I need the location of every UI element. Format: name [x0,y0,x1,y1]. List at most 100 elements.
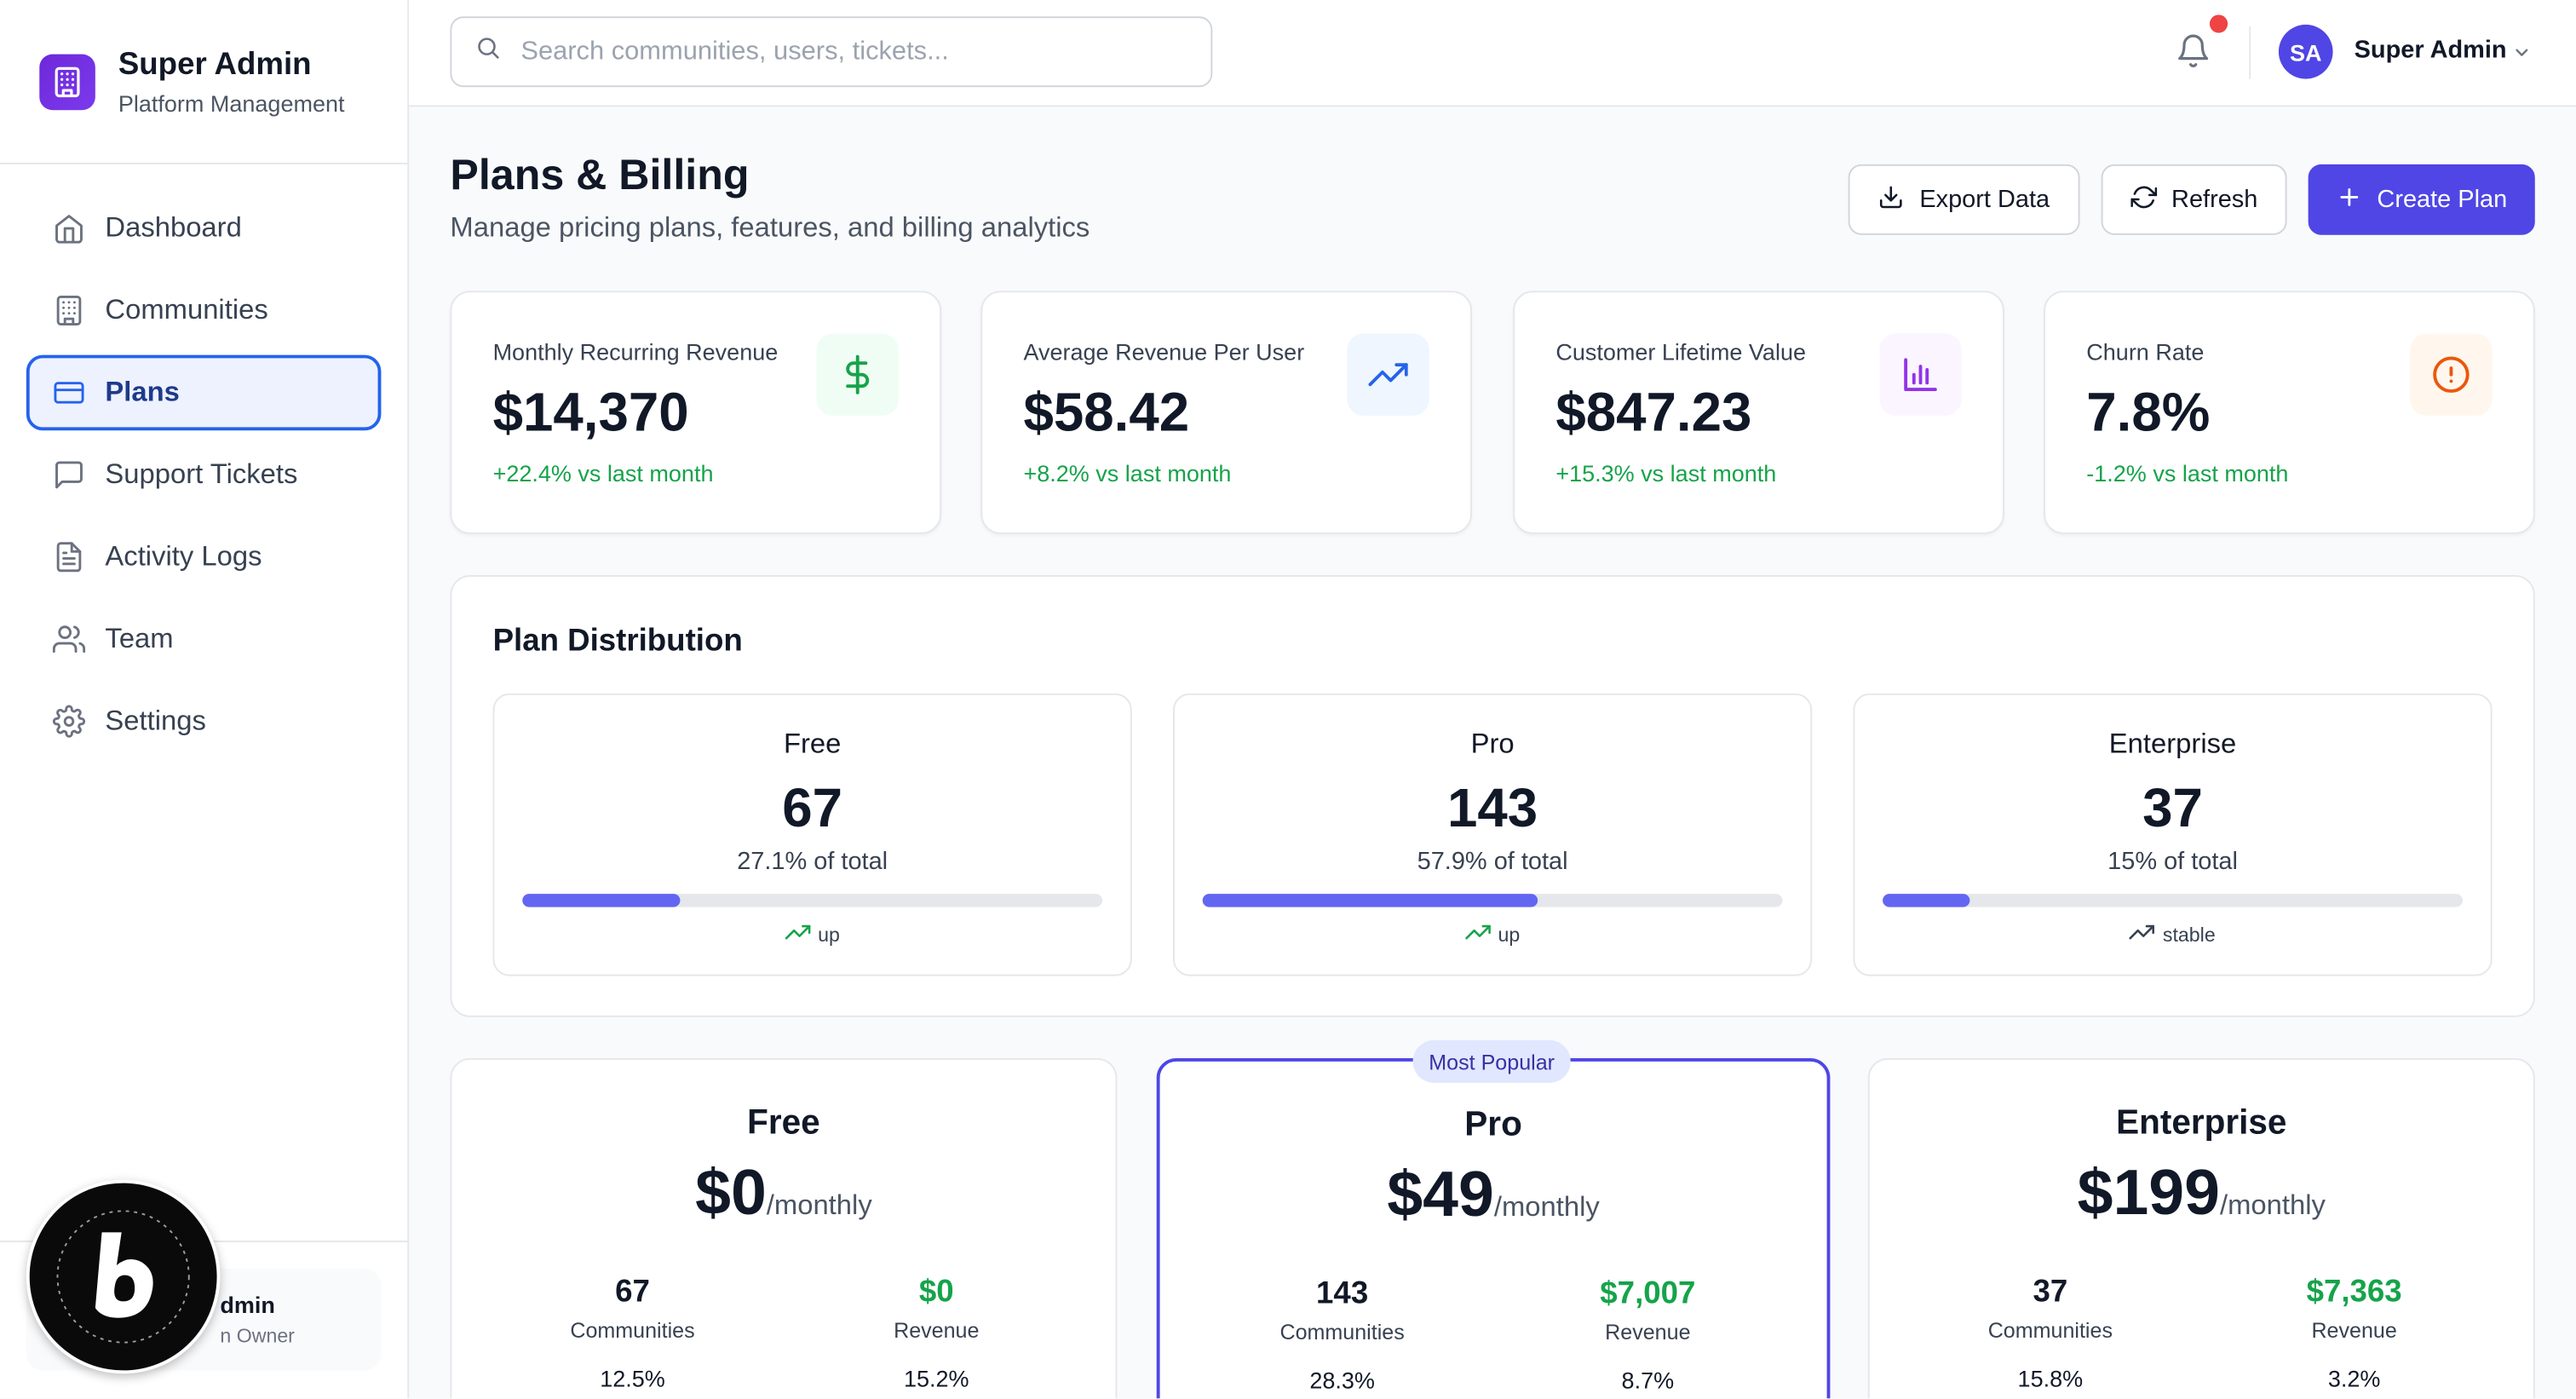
plan-price: $199 [2077,1158,2220,1229]
distribution-trend: up [1175,922,1810,947]
plus-icon [2336,183,2362,216]
stat-card-churn: Churn Rate 7.8% -1.2% vs last month [2044,291,2535,534]
plan-revenue-value: $7,007 [1600,1276,1696,1311]
search-input[interactable] [520,37,1178,67]
sidebar-item-label: Activity Logs [105,540,262,573]
stat-card-clv: Customer Lifetime Value $847.23 +15.3% v… [1513,291,2004,534]
plan-revenue-label: Revenue [894,1317,980,1343]
distribution-trend: stable [1854,922,2490,947]
sidebar-item-dashboard[interactable]: Dashboard [26,191,382,267]
sidebar-item-label: Dashboard [105,211,242,244]
create-plan-button[interactable]: Create Plan [2308,164,2535,235]
stat-value: 7.8% [2086,381,2211,442]
plan-price-row: $49 /monthly [1160,1160,1827,1233]
export-data-button[interactable]: Export Data [1848,164,2080,235]
distribution-count: 67 [782,777,843,838]
distribution-percent: 27.1% of total [737,848,888,876]
download-icon [1878,183,1905,216]
distribution-progress-fill [522,894,680,907]
bolt-badge-logo[interactable] [26,1179,221,1374]
sidebar-item-settings[interactable]: Settings [26,683,382,759]
plan-stat-left: 12.5% [600,1365,665,1392]
sidebar-item-activity-logs[interactable]: Activity Logs [26,519,382,595]
refresh-button[interactable]: Refresh [2101,164,2287,235]
trending-up-icon [1464,922,1492,947]
brand: Super Admin Platform Management [0,0,408,164]
distribution-progress-fill [1883,894,1970,907]
distribution-trend-label: stable [2162,922,2216,946]
distribution-progress-fill [1202,894,1538,907]
plan-stat-left: 15.8% [2017,1365,2084,1392]
plan-stat-right: 15.2% [903,1365,969,1392]
user-menu-name[interactable]: Super Admin [2354,36,2507,65]
plan-revenue-label: Revenue [2311,1317,2397,1343]
main-content: Plans & Billing Manage pricing plans, fe… [409,107,2576,1399]
plan-price: $0 [695,1158,767,1229]
refresh-icon [2130,183,2157,216]
building-icon [53,294,86,327]
sidebar-user-role: n Owner [220,1324,295,1348]
sidebar-item-plans[interactable]: Plans [26,354,382,431]
plan-period: /monthly [766,1189,872,1221]
most-popular-badge: Most Popular [1412,1039,1571,1083]
stat-value: $58.42 [1023,381,1190,442]
message-square-icon [53,458,86,492]
sidebar-item-label: Settings [105,705,206,736]
search-icon [474,34,501,68]
sidebar-nav: Dashboard Communities Plans Support Tick… [0,164,407,792]
plan-price-row: $199 /monthly [1870,1159,2533,1231]
plan-price-row: $0 /monthly [451,1159,1115,1231]
dollar-icon [816,333,899,416]
chevron-down-icon[interactable] [2512,41,2532,71]
distribution-progress-track [1202,894,1783,907]
alert-circle-icon [2410,333,2493,416]
topbar: SA Super Admin [409,0,2576,107]
plan-name: Pro [1464,1105,1522,1144]
sidebar-item-team[interactable]: Team [26,602,382,677]
avatar[interactable]: SA [2278,24,2333,79]
page-subtitle: Manage pricing plans, features, and bill… [450,211,1090,244]
sidebar-item-support-tickets[interactable]: Support Tickets [26,437,382,513]
plan-card-free[interactable]: Free $0 /monthly 67 Communities 12.5% $0… [450,1057,1118,1399]
export-data-label: Export Data [1919,185,2050,214]
distribution-progress-track [1883,894,2463,907]
plan-price: $49 [1387,1160,1494,1231]
plan-communities-stat: 143 Communities 28.3% [1219,1276,1465,1393]
plan-stat-right: 8.7% [1621,1367,1675,1394]
sidebar-user-name: dmin [220,1291,275,1318]
stat-label: Monthly Recurring Revenue [492,338,779,366]
plan-communities-label: Communities [570,1317,695,1343]
distribution-card-enterprise: Enterprise 37 15% of total stable [1853,693,2493,976]
bell-icon[interactable] [2175,33,2211,69]
plan-revenue-value: $0 [918,1275,954,1310]
notification-dot [2209,14,2228,33]
plan-revenue-stat: $0 Revenue 15.2% [814,1275,1060,1392]
create-plan-label: Create Plan [2377,185,2508,214]
distribution-progress-track [522,894,1103,907]
plan-period: /monthly [1493,1191,1600,1223]
page-title: Plans & Billing [450,149,750,199]
sidebar-item-label: Support Tickets [105,458,298,490]
divider [2249,26,2251,79]
plan-revenue-value: $7,363 [2306,1275,2402,1310]
distribution-trend: up [494,922,1130,947]
plan-stat-right: 3.2% [2327,1365,2381,1392]
distribution-trend-label: up [1498,922,1521,946]
plan-communities-value: 37 [2033,1275,2068,1310]
distribution-card-free: Free 67 27.1% of total up [492,693,1132,976]
trending-up-icon [2130,922,2156,947]
sidebar: Super Admin Platform Management Dashboar… [0,0,410,1399]
plan-communities-label: Communities [1987,1317,2113,1343]
plan-card-enterprise[interactable]: Enterprise $199 /monthly 37 Communities … [1867,1057,2535,1399]
stat-card-mrr: Monthly Recurring Revenue $14,370 +22.4%… [450,291,942,534]
plan-communities-value: 143 [1316,1276,1369,1311]
plan-card-pro[interactable]: Pro $49 /monthly 143 Communities 28.3% $… [1156,1057,1831,1399]
stat-change: +22.4% vs last month [492,459,714,486]
stat-value: $14,370 [492,381,689,442]
plan-communities-value: 67 [615,1275,650,1310]
distribution-trend-label: up [818,922,840,946]
search-box[interactable] [450,16,1213,88]
sidebar-item-communities[interactable]: Communities [26,273,382,348]
plan-revenue-label: Revenue [1605,1319,1691,1344]
brand-title: Super Admin [118,46,312,82]
